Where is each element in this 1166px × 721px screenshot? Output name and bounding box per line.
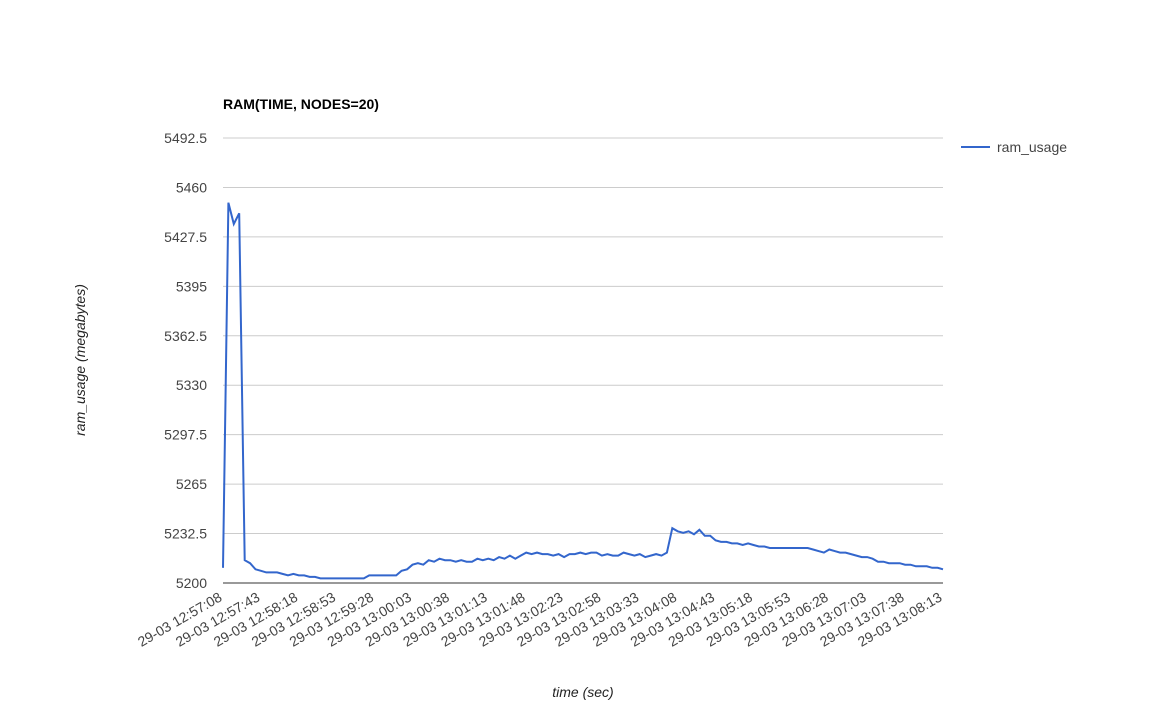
y-tick-label: 5460 bbox=[176, 179, 207, 195]
y-tick-label: 5492.5 bbox=[164, 130, 207, 146]
y-tick-label: 5297.5 bbox=[164, 427, 207, 443]
y-tick-label: 5265 bbox=[176, 476, 207, 492]
y-tick-label: 5395 bbox=[176, 278, 207, 294]
y-tick-label: 5427.5 bbox=[164, 229, 207, 245]
legend-label: ram_usage bbox=[997, 139, 1067, 155]
chart-title: RAM(TIME, NODES=20) bbox=[223, 96, 379, 112]
y-tick-label: 5232.5 bbox=[164, 526, 207, 542]
x-axis-title: time (sec) bbox=[552, 684, 613, 700]
y-tick-label: 5330 bbox=[176, 377, 207, 393]
data-line bbox=[222, 202, 944, 580]
y-tick-label: 5362.5 bbox=[164, 328, 207, 344]
y-axis-title: ram_usage (megabytes) bbox=[72, 284, 88, 436]
y-tick-label: 5200 bbox=[176, 575, 207, 591]
